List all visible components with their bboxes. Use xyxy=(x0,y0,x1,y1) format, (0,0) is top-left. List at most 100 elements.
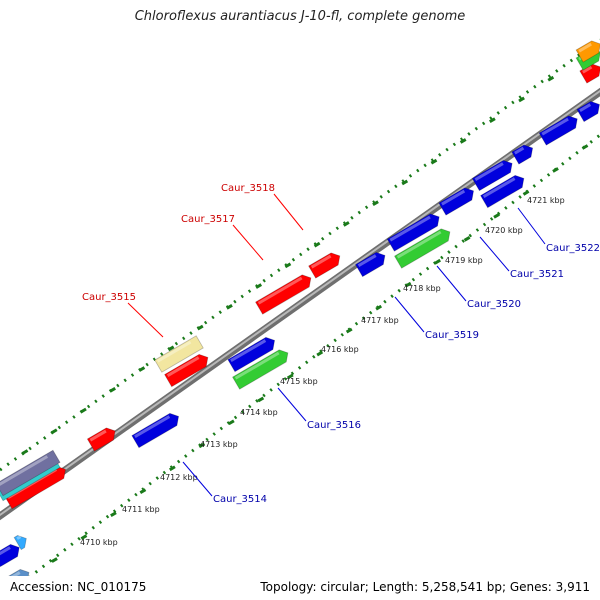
scale-label: 4711 kbp xyxy=(122,505,160,514)
footer-bar: Accession: NC_010175 Topology: circular;… xyxy=(0,576,600,600)
accession-text: Accession: NC_010175 xyxy=(10,580,147,594)
gene-feature-blue xyxy=(131,412,180,449)
gene-feature-blue-shine xyxy=(134,415,171,439)
inner-major-tick xyxy=(493,213,500,219)
gene-feature-lightblue xyxy=(13,535,27,551)
gene-feature-blue xyxy=(386,213,440,252)
scale-label: 4719 kbp xyxy=(445,256,483,265)
gene-feature-blue xyxy=(0,543,20,568)
gene-label-connector xyxy=(127,302,164,338)
gene-label-connector xyxy=(394,296,425,333)
gene-label-connector xyxy=(479,236,510,272)
outer-major-tick xyxy=(255,283,263,289)
gene-feature-blue-body xyxy=(386,213,440,252)
outer-major-tick xyxy=(372,200,379,206)
gene-feature-green xyxy=(394,228,451,269)
gene-feature-green-body xyxy=(232,349,289,390)
inner-major-tick xyxy=(375,304,383,311)
outer-major-tick xyxy=(342,221,350,227)
gene-feature-lightblue-shine xyxy=(16,535,22,540)
map-title: Chloroflexus aurantiacus J-10-fl, comple… xyxy=(134,9,466,24)
gene-feature-red xyxy=(255,274,312,315)
gene-feature-blue-shine xyxy=(357,254,377,267)
inner-major-tick xyxy=(581,144,589,150)
gene-feature-blue-shine xyxy=(514,146,525,155)
scale-label: 4717 kbp xyxy=(361,316,399,325)
gene-feature-yellow xyxy=(154,335,204,373)
inner-major-tick xyxy=(198,442,206,449)
scale-label: 4713 kbp xyxy=(200,440,238,449)
gene-label-connector xyxy=(277,387,307,422)
gene-feature-slate-body xyxy=(0,449,61,497)
gene-feature-blue xyxy=(511,144,534,165)
gene-feature-blue xyxy=(576,100,600,123)
outer-major-tick xyxy=(313,241,321,248)
gene-feature-blue xyxy=(538,115,578,146)
outer-major-tick xyxy=(80,407,87,414)
gene-feature-blue-body xyxy=(227,336,276,373)
inner-major-tick xyxy=(80,534,88,540)
gene-label-connector xyxy=(517,207,546,245)
inner-major-tick xyxy=(552,167,559,173)
inner-major-tick xyxy=(404,281,412,288)
gene-feature-blue-shine xyxy=(579,103,592,112)
gene-label-connector xyxy=(436,265,467,302)
gene-feature-blue-shine xyxy=(482,177,516,199)
inner-major-tick xyxy=(316,350,324,357)
gene-feature-blue xyxy=(480,174,525,209)
gene-feature-blue-shine xyxy=(230,339,267,363)
gene-feature-blue xyxy=(354,251,386,278)
gene-feature-blue-shine xyxy=(541,117,569,136)
scale-label: 4716 kbp xyxy=(321,345,359,354)
outer-major-tick xyxy=(167,345,175,352)
scale-label: 4715 kbp xyxy=(280,377,318,386)
gene-feature-lightblue-body xyxy=(13,535,27,551)
outer-major-tick xyxy=(401,179,409,186)
gene-label-inner: Caur_3520 xyxy=(467,299,521,310)
gene-feature-blue xyxy=(471,159,513,192)
gene-feature-red-body xyxy=(86,427,116,452)
gene-label-inner: Caur_3521 xyxy=(510,269,564,280)
inner-major-tick xyxy=(51,557,58,563)
gene-feature-blue xyxy=(227,336,276,373)
outer-tick-track xyxy=(0,38,600,472)
scale-label: 4721 kbp xyxy=(527,196,565,205)
gene-feature-slate xyxy=(0,449,61,497)
outer-major-tick xyxy=(138,366,146,372)
inner-major-tick xyxy=(169,465,176,472)
inner-major-tick xyxy=(522,190,530,196)
outer-major-tick xyxy=(547,75,555,82)
gene-label-inner: Caur_3519 xyxy=(425,330,479,341)
gene-feature-red-shine xyxy=(582,65,593,74)
gene-feature-blue-body xyxy=(438,187,474,216)
gene-feature-blue-body xyxy=(0,543,20,568)
gene-label-outer: Caur_3518 xyxy=(221,183,275,194)
outer-major-tick xyxy=(196,324,204,331)
inner-major-tick xyxy=(227,419,235,426)
gene-feature-blue-body xyxy=(354,251,386,278)
inner-major-tick xyxy=(110,511,117,517)
gene-feature-red xyxy=(86,427,116,452)
gene-feature-red-shine xyxy=(257,276,303,305)
gene-feature-green-body xyxy=(394,228,451,269)
gene-label-inner: Caur_3522 xyxy=(546,243,600,254)
gene-feature-red-body xyxy=(308,252,341,279)
gene-feature-blue-shine xyxy=(389,215,431,242)
gene-label-connector xyxy=(182,461,213,497)
gene-feature-blue-body xyxy=(131,412,180,449)
gene-feature-red-shine xyxy=(310,254,332,269)
inner-major-tick xyxy=(257,396,265,403)
outer-major-tick xyxy=(489,117,496,124)
scale-label: 4718 kbp xyxy=(403,284,441,293)
outer-major-tick xyxy=(430,158,438,165)
gene-feature-blue xyxy=(438,187,474,216)
gene-feature-red-body xyxy=(255,274,312,315)
gene-label-connector xyxy=(273,193,304,231)
gene-feature-green xyxy=(232,349,289,390)
outer-major-tick xyxy=(226,304,233,310)
gene-feature-orange-shine xyxy=(578,42,592,53)
gene-feature-yellow-shine xyxy=(156,340,192,363)
outer-major-tick xyxy=(109,386,116,393)
inner-major-tick xyxy=(345,327,353,334)
